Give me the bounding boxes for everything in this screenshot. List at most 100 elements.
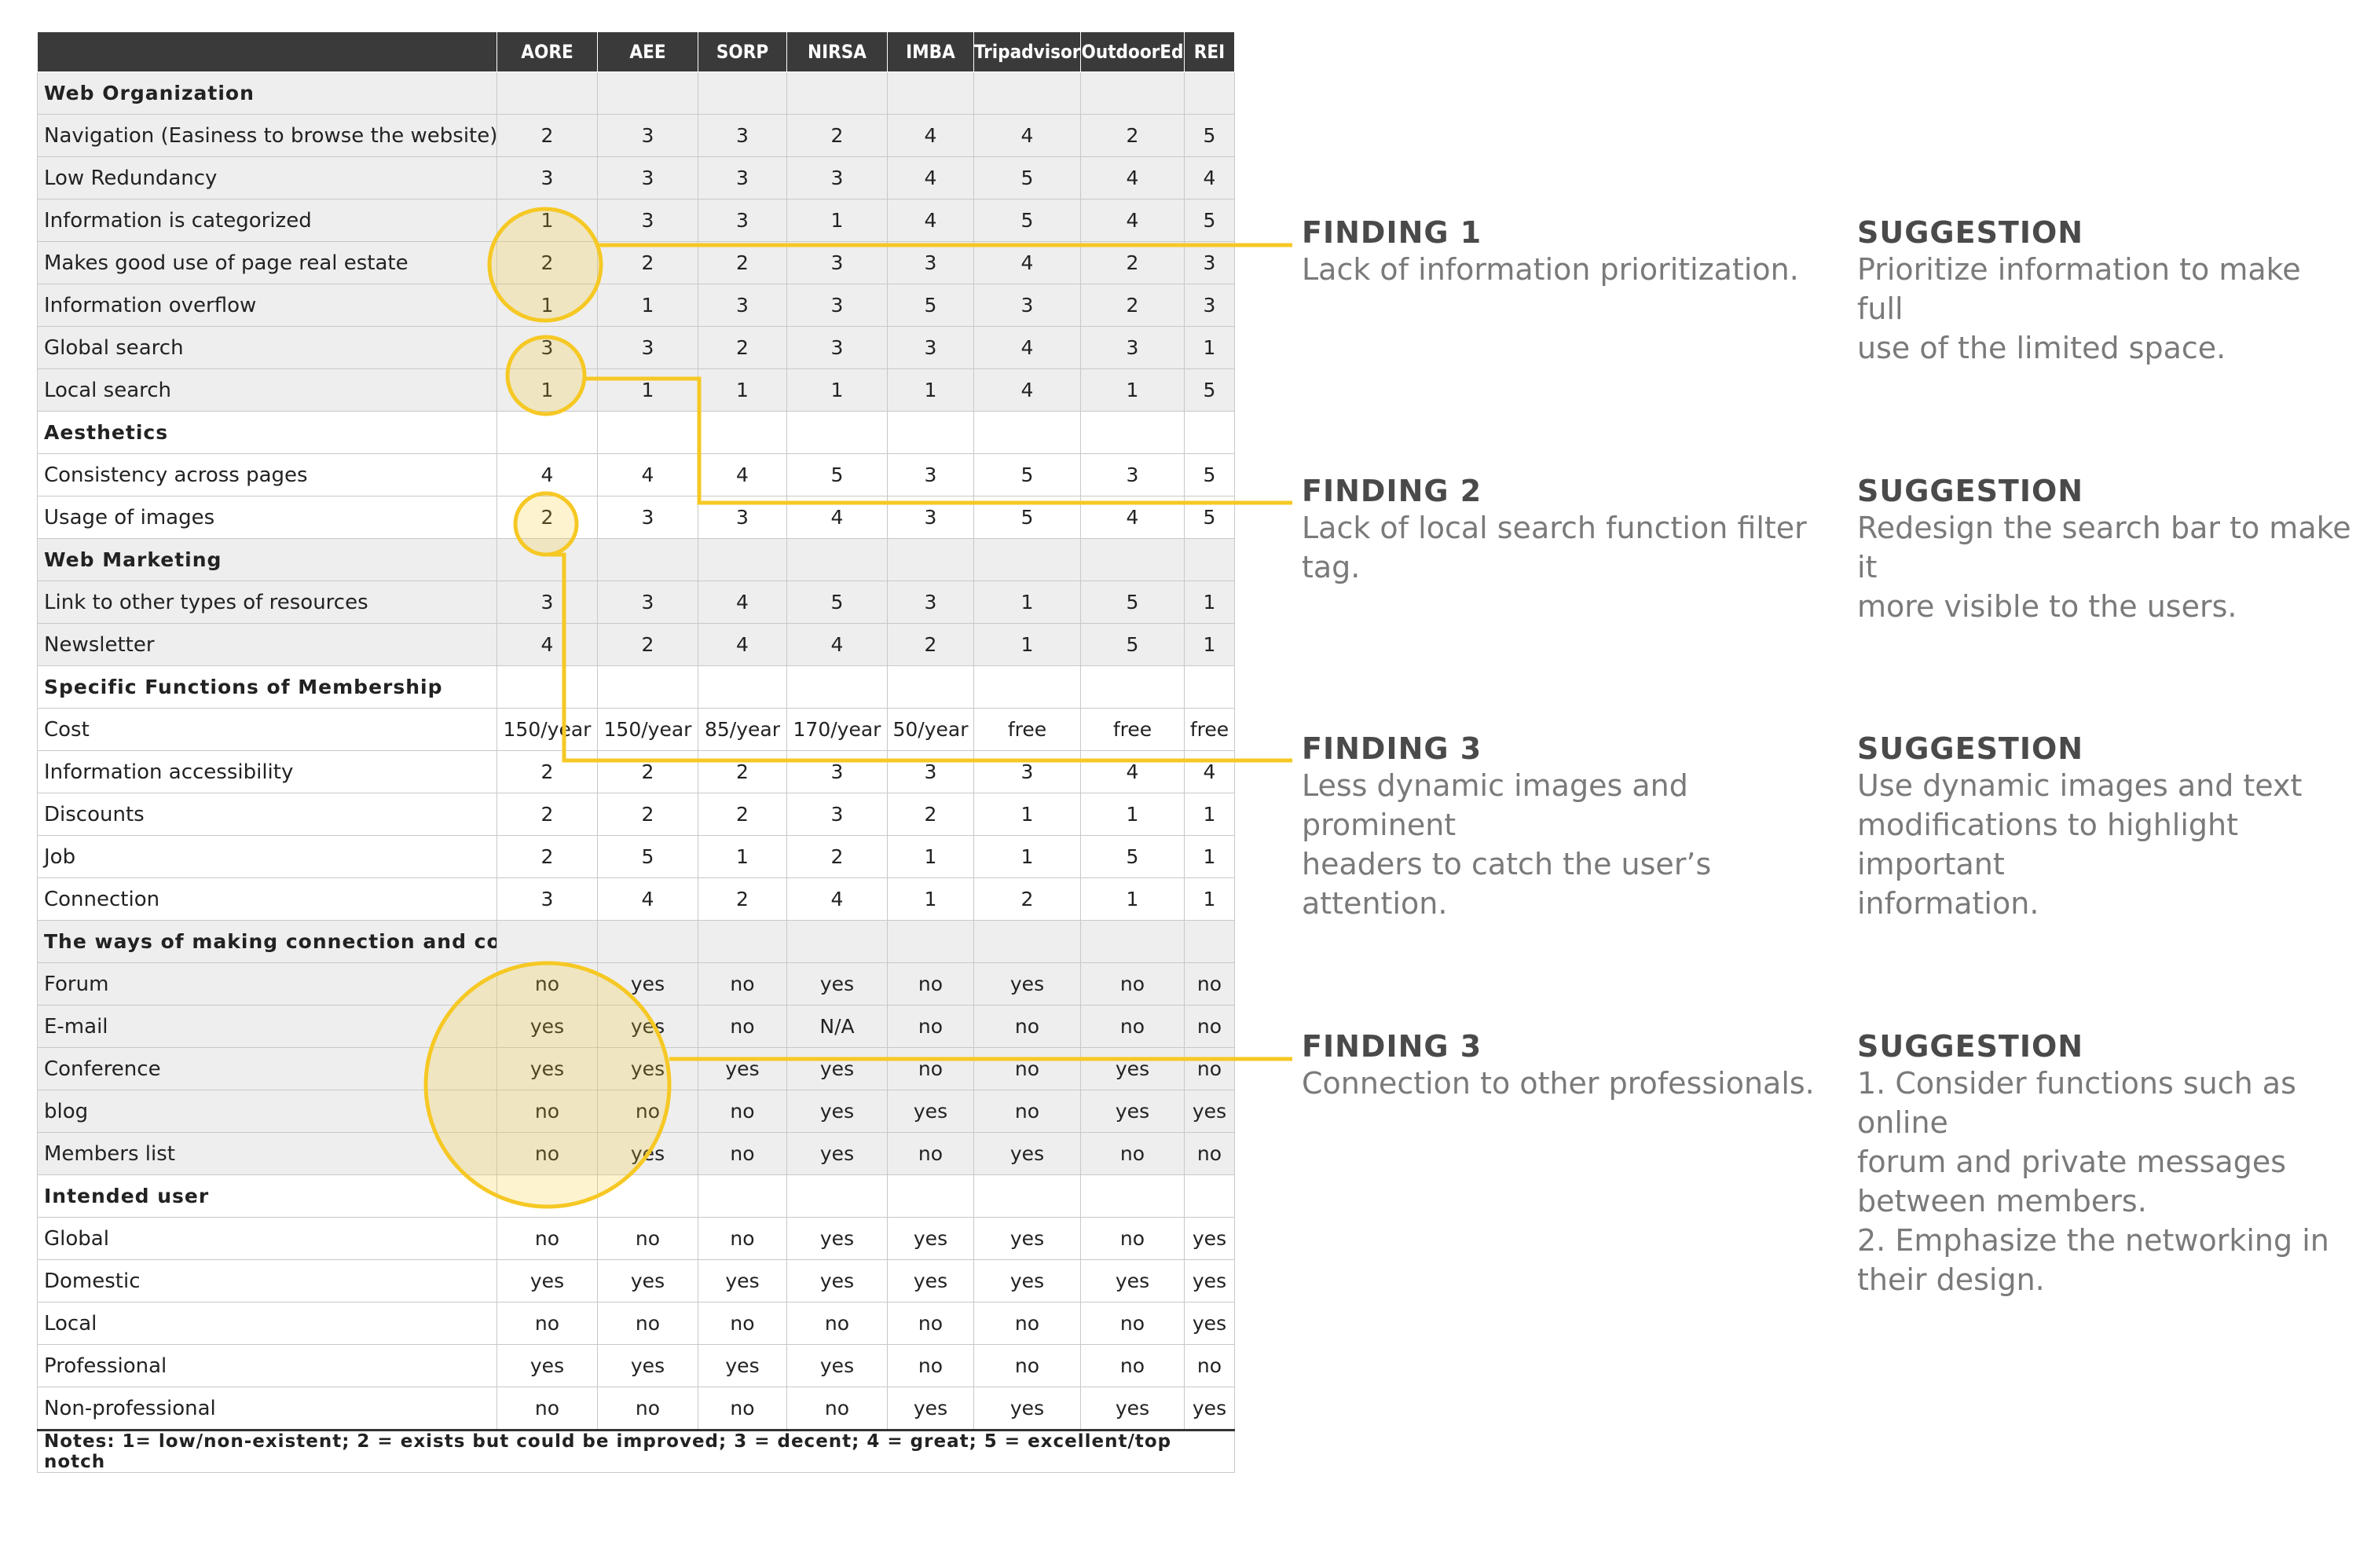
- rating-cell: 2: [786, 835, 888, 878]
- rating-cell: 3: [597, 581, 698, 624]
- rating-cell: 4: [973, 326, 1081, 369]
- rating-cell: yes: [887, 1090, 974, 1133]
- criterion-label: Low Redundancy: [37, 156, 497, 200]
- table-row: Local search 1 1 1 1 1 4 1 5: [37, 368, 1235, 412]
- empty-cell: [496, 1174, 598, 1218]
- rating-cell: no: [1184, 1132, 1235, 1175]
- column-header: AORE: [496, 31, 598, 72]
- column-header: OutdoorEd: [1080, 31, 1185, 72]
- table-row: Forum no yes no yes no yes no no: [37, 962, 1235, 1006]
- section-header-row: Web Organization: [37, 71, 1235, 115]
- rating-cell: no: [698, 1217, 787, 1260]
- rating-cell: 5: [973, 199, 1081, 242]
- criterion-label: Discounts: [37, 793, 497, 836]
- rating-cell: 3: [496, 156, 598, 200]
- rating-cell: 4: [973, 241, 1081, 284]
- criterion-label: Navigation (Easiness to browse the websi…: [37, 114, 497, 157]
- rating-cell: 3: [597, 114, 698, 157]
- rating-cell: 1: [973, 793, 1081, 836]
- rating-cell: 5: [1184, 368, 1235, 412]
- rating-cell: 2: [698, 793, 787, 836]
- table-row: Local no no no no no no no yes: [37, 1302, 1235, 1345]
- rating-cell: 3: [597, 496, 698, 539]
- rating-cell: no: [1184, 1005, 1235, 1048]
- rating-cell: 2: [887, 793, 974, 836]
- table-row: Professional yes yes yes yes no no no no: [37, 1344, 1235, 1387]
- rating-cell: no: [973, 1302, 1081, 1345]
- criterion-label: Professional: [37, 1344, 497, 1387]
- rating-cell: yes: [1184, 1387, 1235, 1431]
- rating-cell: 3: [887, 496, 974, 539]
- rating-cell: 1: [887, 368, 974, 412]
- rating-cell: 5: [1080, 581, 1185, 624]
- section-header-row: Web Marketing: [37, 538, 1235, 581]
- criterion-label: Domestic: [37, 1259, 497, 1302]
- finding-3-title: FINDING 3: [1302, 731, 1482, 766]
- rating-cell: 4: [597, 877, 698, 921]
- rating-cell: yes: [1184, 1302, 1235, 1345]
- suggestion-3-title: SUGGESTION: [1857, 731, 2084, 766]
- rating-cell: yes: [698, 1344, 787, 1387]
- rating-cell: 5: [1080, 835, 1185, 878]
- rating-cell: yes: [973, 1259, 1081, 1302]
- rating-cell: 4: [698, 623, 787, 666]
- column-header: Tripadvisor: [973, 31, 1081, 72]
- criterion-label: E-mail: [37, 1005, 497, 1048]
- rating-cell: 4: [1080, 199, 1185, 242]
- criterion-label: Usage of images: [37, 496, 497, 539]
- rating-cell: 4: [786, 623, 888, 666]
- section-header-row: Specific Functions of Membership: [37, 665, 1235, 709]
- table-row: Discounts 2 2 2 3 2 1 1 1: [37, 793, 1235, 836]
- column-header: NIRSA: [786, 31, 888, 72]
- rating-cell: 3: [887, 750, 974, 793]
- rating-cell: yes: [1080, 1387, 1185, 1431]
- rating-cell: no: [496, 1302, 598, 1345]
- rating-cell: no: [1184, 1047, 1235, 1090]
- rating-cell: no: [973, 1344, 1081, 1387]
- rating-cell: no: [1184, 1344, 1235, 1387]
- table-row: Global search 3 3 2 3 3 4 3 1: [37, 326, 1235, 369]
- empty-cell: [786, 538, 888, 581]
- suggestion-2: SUGGESTION Redesign the search bar to ma…: [1857, 474, 2352, 626]
- rating-cell: 1: [1184, 793, 1235, 836]
- comparison-table-container: AORE AEE SORP NIRSA IMBA Tripadvisor OutdoorEd…: [37, 31, 1235, 1473]
- rating-cell: 2: [1080, 241, 1185, 284]
- empty-cell: [973, 665, 1081, 709]
- column-header: SORP: [698, 31, 787, 72]
- rating-cell: 1: [786, 199, 888, 242]
- rating-cell: no: [597, 1302, 698, 1345]
- rating-cell: no: [698, 1132, 787, 1175]
- section-header-row: Intended user: [37, 1174, 1235, 1218]
- rating-cell: free: [1184, 708, 1235, 751]
- empty-cell: [887, 920, 974, 963]
- finding-3-text: Less dynamic images and prominent header…: [1302, 768, 1712, 921]
- rating-cell: yes: [786, 1217, 888, 1260]
- rating-cell: 3: [887, 241, 974, 284]
- rating-cell: yes: [698, 1259, 787, 1302]
- rating-scale-notes: Notes: 1= low/non-existent; 2 = exists b…: [37, 1429, 1235, 1473]
- column-header: REI: [1184, 31, 1235, 72]
- empty-cell: [698, 920, 787, 963]
- rating-cell: 1: [973, 623, 1081, 666]
- rating-cell: 4: [973, 114, 1081, 157]
- rating-cell: 4: [496, 623, 598, 666]
- rating-cell: yes: [887, 1259, 974, 1302]
- rating-cell: 1: [1080, 368, 1185, 412]
- rating-cell: yes: [887, 1387, 974, 1431]
- criterion-label: Global search: [37, 326, 497, 369]
- empty-cell: [887, 1174, 974, 1218]
- rating-cell: 2: [698, 750, 787, 793]
- rating-cell: 3: [496, 326, 598, 369]
- rating-cell: yes: [887, 1217, 974, 1260]
- empty-cell: [496, 411, 598, 454]
- rating-cell: 4: [786, 877, 888, 921]
- criterion-label: Cost: [37, 708, 497, 751]
- empty-cell: [496, 538, 598, 581]
- criterion-label: Members list: [37, 1132, 497, 1175]
- rating-cell: 4: [887, 114, 974, 157]
- rating-cell: 1: [496, 284, 598, 327]
- rating-cell: 2: [887, 623, 974, 666]
- rating-cell: 3: [786, 284, 888, 327]
- rating-cell: no: [887, 962, 974, 1006]
- comparison-table: AORE AEE SORP NIRSA IMBA Tripadvisor OutdoorEd…: [37, 31, 1235, 1473]
